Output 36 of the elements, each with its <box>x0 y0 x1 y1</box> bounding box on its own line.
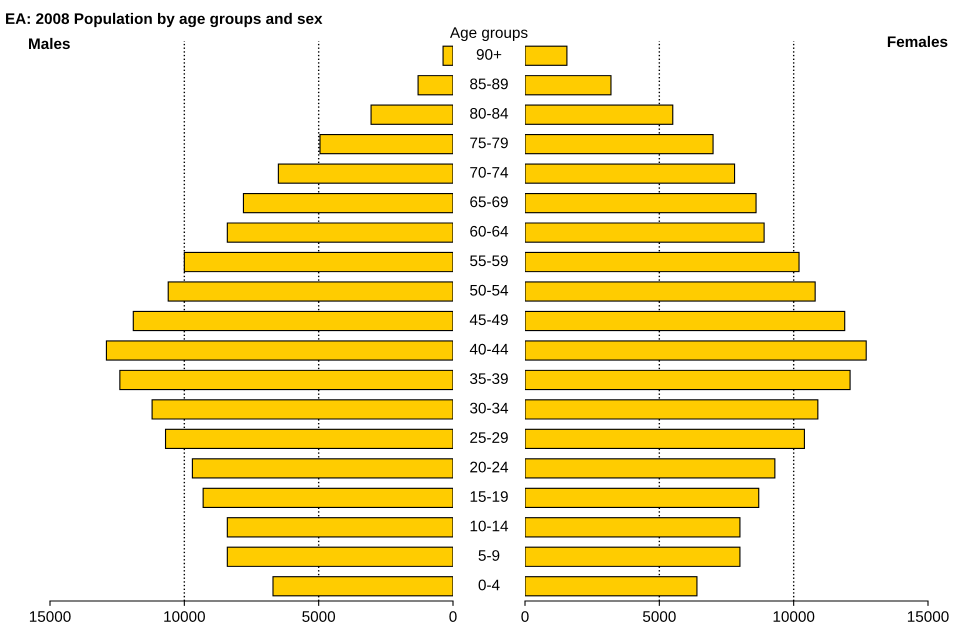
bar <box>525 75 612 96</box>
x-tick-label: 15000 <box>908 611 949 622</box>
y-tick-label: 90+ <box>476 49 502 60</box>
y-tick-label: 40-44 <box>470 344 508 355</box>
x-tick-label: 0 <box>449 611 457 622</box>
y-tick-label: 30-34 <box>470 402 508 414</box>
y-tick-label: 70-74 <box>470 166 508 178</box>
y-tick-label: 20-24 <box>470 462 508 472</box>
y-tick-label: 60-64 <box>470 226 508 237</box>
y-tick-label: 15-19 <box>470 491 508 502</box>
bar <box>370 104 453 125</box>
y-tick-label: 25-29 <box>470 432 508 443</box>
y-tick-label: 0-4 <box>478 580 500 590</box>
x-tick-label: 5000 <box>302 611 336 622</box>
x-tick-label: 15000 <box>30 611 71 622</box>
y-tick-label: 55-59 <box>470 255 508 266</box>
chart-subtitle: Males <box>29 38 70 50</box>
x-tick-label: 5000 <box>642 611 676 622</box>
y-tick-label: 65-69 <box>470 196 508 208</box>
chart-title: EA: 2008 Population by age groups and sex <box>6 12 322 28</box>
x-tick-label: 10000 <box>774 611 814 622</box>
y-tick-label: 75-79 <box>470 137 508 148</box>
x-tick-label: 0 <box>521 611 529 622</box>
y-tick-label: 80-84 <box>470 108 508 119</box>
y-tick-label: 10-14 <box>470 520 508 532</box>
chart-subtitle: Females <box>888 36 948 48</box>
bar <box>525 46 568 66</box>
x-tick-label: 10000 <box>164 611 205 622</box>
y-tick-label: 35-39 <box>470 373 508 384</box>
y-axis-title: Age groups <box>450 27 528 41</box>
y-tick-label: 5-9 <box>478 550 500 561</box>
y-tick-label: 50-54 <box>470 284 508 296</box>
y-tick-label: 85-89 <box>470 78 508 90</box>
y-tick-label: 45-49 <box>470 314 508 326</box>
bar <box>442 46 453 66</box>
bar <box>418 75 453 96</box>
